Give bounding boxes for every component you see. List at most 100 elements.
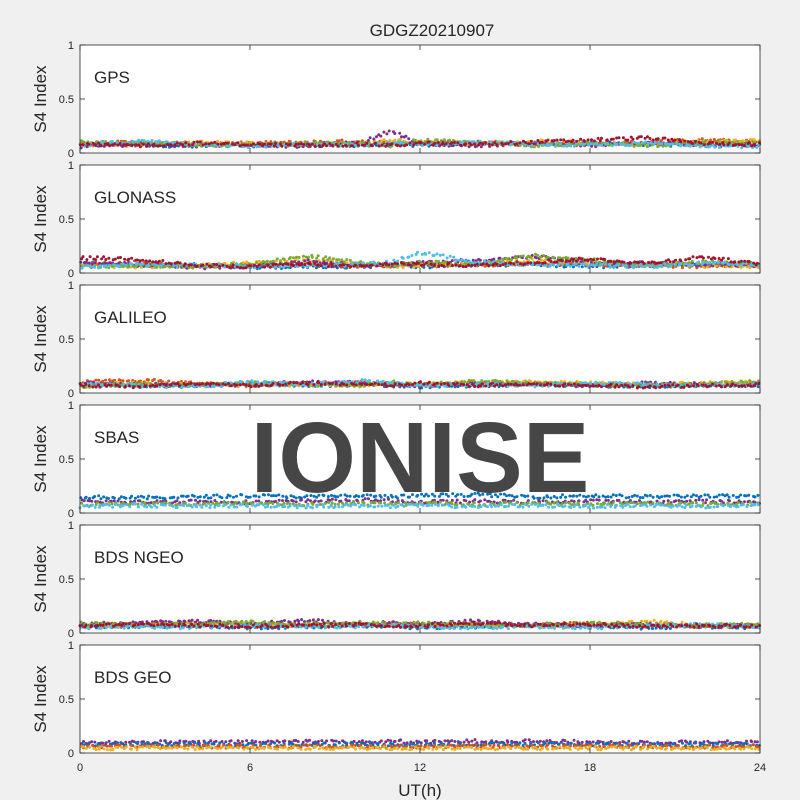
data-point — [509, 140, 513, 144]
data-point — [296, 142, 300, 146]
data-point — [536, 139, 540, 142]
data-point — [610, 144, 614, 148]
data-point — [644, 264, 647, 268]
panel-galileo-axes-background — [80, 285, 760, 393]
data-point — [639, 135, 643, 139]
data-point — [641, 141, 645, 145]
data-point — [580, 265, 584, 269]
data-point — [372, 260, 376, 264]
data-point — [240, 380, 243, 384]
data-point — [300, 263, 304, 266]
data-point — [104, 258, 108, 261]
data-point — [295, 381, 298, 385]
data-point — [330, 381, 334, 385]
data-point — [492, 257, 496, 261]
data-point — [452, 255, 456, 259]
data-point — [141, 142, 145, 146]
data-point — [151, 260, 155, 264]
data-point — [515, 256, 519, 260]
data-point — [231, 142, 235, 146]
data-point — [656, 265, 659, 269]
data-point — [353, 143, 357, 147]
data-point — [370, 144, 374, 148]
data-point — [533, 385, 537, 389]
data-point — [604, 262, 608, 266]
data-point — [487, 142, 491, 146]
data-point — [255, 261, 259, 265]
data-point — [615, 136, 619, 140]
data-point — [684, 262, 688, 266]
data-point — [334, 264, 338, 268]
data-point — [337, 258, 341, 262]
data-point — [447, 261, 450, 265]
data-point — [316, 254, 320, 258]
data-point — [586, 258, 590, 262]
data-point — [412, 143, 416, 147]
data-point — [127, 384, 131, 388]
data-point — [169, 383, 173, 387]
data-point — [245, 140, 249, 144]
data-point — [643, 142, 647, 146]
data-point — [201, 263, 205, 267]
data-point — [591, 258, 595, 262]
data-point — [313, 145, 317, 148]
data-point — [144, 384, 148, 388]
data-point — [758, 141, 761, 145]
data-point — [321, 257, 325, 261]
data-point — [107, 383, 111, 387]
data-point — [650, 264, 654, 268]
data-point — [419, 141, 423, 145]
data-point — [169, 262, 173, 266]
data-point — [450, 259, 454, 263]
data-point — [316, 263, 320, 267]
data-point — [375, 135, 378, 139]
data-point — [727, 263, 731, 267]
data-point — [258, 142, 262, 146]
data-point — [647, 264, 651, 268]
data-point — [608, 265, 612, 269]
data-point — [461, 140, 465, 144]
data-point — [512, 262, 516, 266]
data-point — [238, 383, 242, 387]
data-point — [334, 142, 338, 146]
data-point — [506, 257, 510, 261]
data-point — [407, 137, 411, 141]
data-point — [669, 264, 673, 268]
data-point — [86, 264, 90, 268]
data-point — [271, 263, 275, 267]
data-point — [579, 142, 583, 146]
data-point — [637, 141, 641, 145]
data-point — [378, 262, 382, 266]
data-point — [200, 382, 204, 386]
data-point — [227, 382, 231, 386]
data-point — [420, 263, 423, 267]
data-point — [583, 139, 587, 143]
data-point — [147, 264, 151, 268]
data-point — [164, 262, 168, 266]
data-point — [122, 143, 126, 147]
data-point — [475, 381, 479, 385]
data-point — [518, 143, 522, 147]
data-point — [648, 137, 652, 140]
data-point — [330, 141, 334, 145]
data-point — [303, 140, 307, 144]
data-point — [569, 144, 573, 148]
data-point — [490, 143, 494, 147]
data-point — [619, 142, 622, 146]
data-point — [217, 383, 221, 387]
data-point — [196, 140, 199, 144]
data-point — [740, 146, 744, 150]
data-point — [252, 142, 256, 146]
data-point — [606, 142, 610, 145]
data-point — [263, 265, 267, 269]
data-point — [124, 263, 128, 267]
data-point — [302, 254, 305, 258]
data-point — [354, 383, 358, 387]
data-point — [113, 257, 117, 261]
data-point — [365, 141, 369, 145]
data-point — [586, 264, 590, 268]
data-point — [387, 263, 391, 267]
data-point — [370, 382, 374, 386]
data-point — [612, 260, 616, 264]
data-point — [617, 263, 621, 266]
